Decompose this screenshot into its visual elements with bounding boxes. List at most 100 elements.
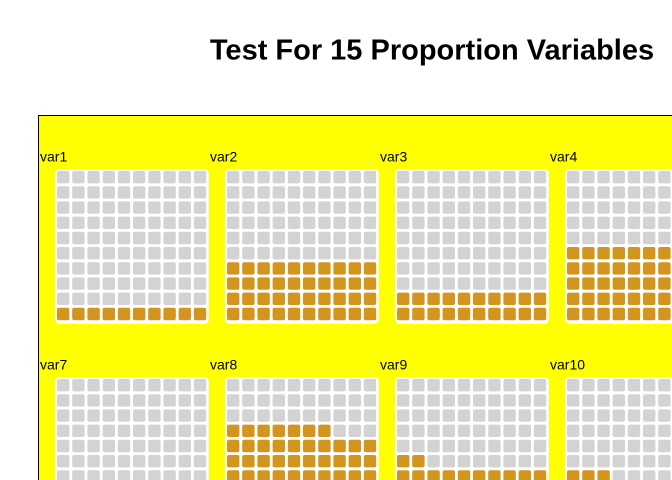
waffle-cell <box>442 394 455 407</box>
waffle-cell <box>412 277 425 290</box>
waffle-cell <box>442 379 455 392</box>
waffle-cell <box>287 379 301 392</box>
waffle-cell <box>473 171 486 184</box>
waffle-cell <box>612 394 625 407</box>
waffle-cell <box>567 186 580 199</box>
waffle-cell <box>533 379 547 392</box>
waffle-cell <box>102 201 115 214</box>
waffle-cell <box>363 171 377 184</box>
waffle-cell <box>303 201 316 214</box>
waffle-cell <box>87 231 100 245</box>
waffle-cell <box>597 186 610 199</box>
waffle-cell <box>397 277 410 290</box>
waffle-cell <box>257 394 270 407</box>
waffle-cell <box>473 292 486 305</box>
waffle-cell <box>533 231 547 245</box>
waffle-cell <box>612 262 625 275</box>
waffle-cell <box>518 292 531 305</box>
waffle-cell <box>193 307 207 321</box>
waffle-cell <box>148 307 161 321</box>
waffle-cell <box>87 470 100 480</box>
waffle-cell <box>412 292 425 305</box>
waffle-cell <box>567 277 580 290</box>
waffle-cell <box>627 470 641 480</box>
waffle-cell <box>87 439 100 453</box>
waffle-cell <box>567 379 580 392</box>
waffle-cell <box>612 201 625 214</box>
waffle-cell <box>242 455 255 468</box>
waffle-cell <box>612 424 625 437</box>
waffle-cell <box>72 379 85 392</box>
waffle-cell <box>488 262 501 275</box>
waffle-cell <box>397 186 410 199</box>
waffle-cell <box>133 394 146 407</box>
waffle-cell <box>227 231 240 245</box>
waffle-cell <box>658 262 671 275</box>
waffle-cell <box>148 394 161 407</box>
waffle-cell <box>643 277 656 290</box>
waffle-cell <box>488 247 501 260</box>
waffle-cell <box>582 439 595 453</box>
waffle-cell <box>57 216 70 229</box>
waffle-cell <box>303 409 316 422</box>
waffle-cell <box>612 470 625 480</box>
waffle-cell <box>133 247 146 260</box>
waffle-cell <box>272 186 285 199</box>
waffle-cell <box>518 216 531 229</box>
waffle-cell <box>518 439 531 453</box>
waffle-cell <box>363 379 377 392</box>
waffle-cell <box>133 231 146 245</box>
waffle-cell <box>303 470 316 480</box>
waffle-cell <box>412 424 425 437</box>
waffle-cell <box>442 424 455 437</box>
waffle-cell <box>518 470 531 480</box>
waffle-cell <box>442 292 455 305</box>
waffle-cell <box>193 439 207 453</box>
waffle-cell <box>148 171 161 184</box>
waffle-cell <box>318 292 331 305</box>
waffle-cell <box>503 216 516 229</box>
waffle-cell <box>87 455 100 468</box>
waffle-cell <box>318 424 331 437</box>
waffle-cell <box>503 379 516 392</box>
waffle-cell <box>503 231 516 245</box>
waffle-cell <box>488 277 501 290</box>
waffle-cell <box>102 439 115 453</box>
waffle-cell <box>57 171 70 184</box>
waffle-cell <box>518 455 531 468</box>
waffle-cell <box>582 216 595 229</box>
waffle-cell <box>412 171 425 184</box>
waffle-cell <box>567 292 580 305</box>
waffle-cell <box>597 216 610 229</box>
waffle-cell <box>87 201 100 214</box>
waffle-cell <box>272 171 285 184</box>
waffle-cell <box>567 201 580 214</box>
waffle-cell <box>643 231 656 245</box>
waffle-cell <box>193 247 207 260</box>
waffle-cell <box>72 216 85 229</box>
waffle-cell <box>117 247 131 260</box>
waffle-cell <box>457 409 471 422</box>
waffle-cell <box>518 171 531 184</box>
waffle-cell <box>412 247 425 260</box>
waffle-cell <box>533 262 547 275</box>
waffle-cell <box>567 307 580 321</box>
waffle-cell <box>117 307 131 321</box>
waffle-cell <box>582 292 595 305</box>
waffle-cell <box>397 216 410 229</box>
waffle-cell <box>257 470 270 480</box>
waffle-cell <box>193 409 207 422</box>
waffle-cell <box>133 216 146 229</box>
waffle-cell <box>427 470 440 480</box>
waffle-cell <box>318 231 331 245</box>
waffle-cell <box>57 231 70 245</box>
waffle-cell <box>658 247 671 260</box>
waffle-cell <box>287 409 301 422</box>
waffle-cell <box>488 171 501 184</box>
waffle-cell <box>87 307 100 321</box>
waffle-cell <box>503 394 516 407</box>
waffle-cell <box>567 171 580 184</box>
waffle-cell <box>488 231 501 245</box>
waffle-cell <box>318 379 331 392</box>
